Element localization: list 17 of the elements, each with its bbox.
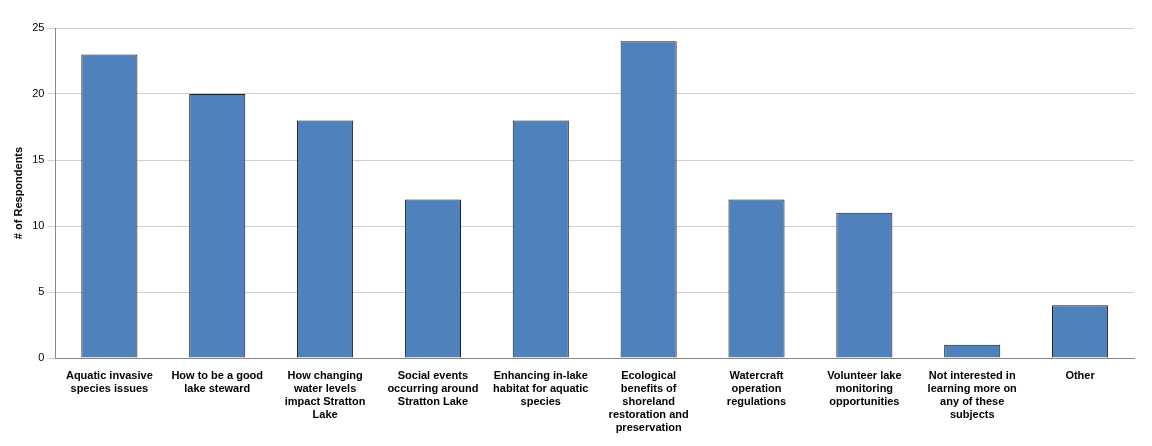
x-tick-label: Watercraft operation regulations: [726, 368, 787, 408]
y-tick-label: 5: [38, 285, 45, 298]
x-tick-label: Volunteer lake monitoring opportunities: [827, 368, 902, 408]
y-axis-title: # of Respondents: [11, 146, 24, 240]
y-tick-label: 0: [38, 351, 45, 364]
x-tick-label: Not interested in learning more on any of these subjects: [927, 368, 1018, 421]
x-tick-label: How to be a good lake steward: [171, 368, 264, 394]
x-tick-label: Other: [1065, 368, 1096, 381]
x-tick-label: Enhancing in-lake habitat for aquatic species: [493, 368, 589, 408]
x-tick-label: Ecological benefits of shoreland restoration and preservation: [608, 368, 689, 434]
y-tick-label: 25: [32, 21, 45, 34]
y-tick-label: 20: [32, 87, 45, 100]
y-tick-label: 10: [32, 219, 45, 232]
x-tick-label: Social events occurring around Stratton Lake: [387, 368, 479, 408]
y-tick-label: 15: [32, 153, 45, 166]
x-tick-label: Aquatic invasive species issues: [65, 368, 153, 394]
x-tick-label: How changing water levels impact Stratton Lake: [284, 368, 366, 421]
